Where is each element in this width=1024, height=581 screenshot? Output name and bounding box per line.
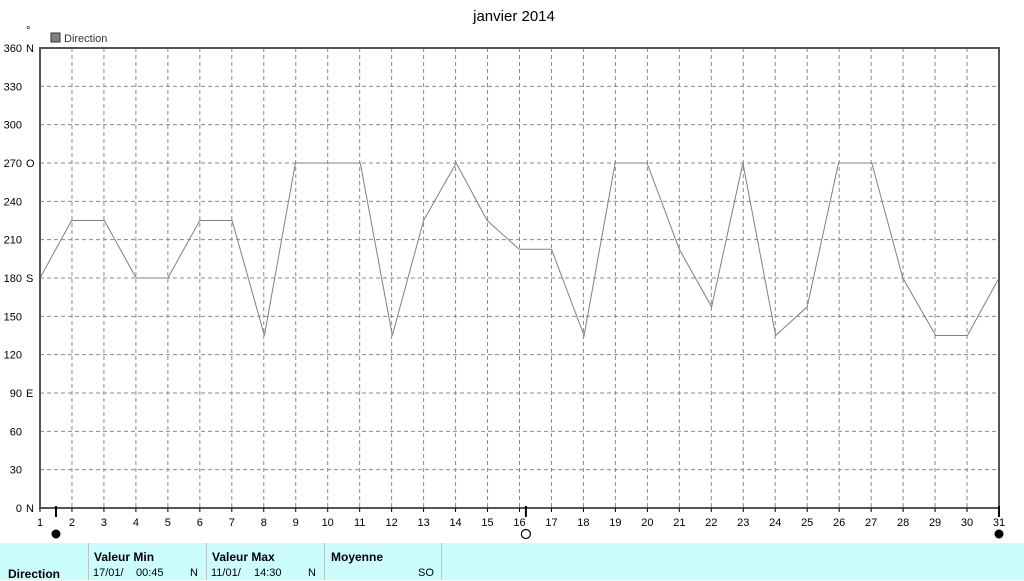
x-tick-label: 9	[293, 517, 299, 529]
x-tick-label: 29	[929, 517, 941, 529]
x-tick-label: 1	[37, 517, 43, 529]
x-tick-label: 19	[609, 517, 621, 529]
x-tick-label: 24	[769, 517, 781, 529]
y-tick-label: 360	[4, 43, 22, 55]
new-moon-icon	[51, 529, 61, 539]
y-tick-label: 60	[10, 426, 22, 438]
summary-max-header: Valeur Max	[212, 550, 275, 564]
summary-max-time: 14:30	[254, 567, 282, 579]
x-tick-label: 3	[101, 517, 107, 529]
y-tick-label: 30	[10, 465, 22, 477]
summary-min-direction: N	[190, 567, 198, 579]
x-tick-label: 20	[641, 517, 653, 529]
legend-label-direction: Direction	[64, 33, 107, 45]
x-tick-label: 21	[673, 517, 685, 529]
full-moon-icon	[520, 528, 531, 540]
y-tick-direction-label: O	[26, 158, 35, 170]
y-tick-label: 270	[4, 158, 22, 170]
x-tick-label: 13	[417, 517, 429, 529]
summary-row-label-cell: Direction	[0, 543, 89, 581]
x-tick-label: 30	[961, 517, 973, 529]
x-tick-label: 28	[897, 517, 909, 529]
x-tick-label: 26	[833, 517, 845, 529]
moon-phase-markers	[51, 506, 1004, 540]
x-tick-label: 11	[354, 517, 365, 529]
y-tick-label: 210	[4, 235, 22, 247]
x-tick-label: 14	[449, 517, 461, 529]
x-tick-label: 23	[737, 517, 749, 529]
x-tick-label: 7	[229, 517, 235, 529]
x-tick-label: 27	[865, 517, 877, 529]
x-tick-label: 5	[165, 517, 171, 529]
y-axis-unit: °	[26, 25, 30, 37]
summary-min-cell: Valeur Min 17/01/ 00:45 N	[89, 543, 207, 580]
summary-min-time: 00:45	[136, 567, 164, 579]
grid-lines	[40, 48, 999, 508]
y-tick-direction-label: N	[26, 503, 34, 515]
y-tick-label: 180	[4, 273, 22, 285]
y-tick-direction-label: S	[26, 273, 33, 285]
chart-title: janvier 2014	[472, 8, 555, 25]
x-tick-label: 2	[69, 517, 75, 529]
x-tick-label: 18	[577, 517, 589, 529]
legend-swatch	[50, 32, 61, 43]
x-tick-label: 15	[481, 517, 493, 529]
y-tick-label: 0	[16, 503, 22, 515]
summary-avg-direction: SO	[418, 567, 434, 579]
x-tick-label: 25	[801, 517, 813, 529]
summary-table: Direction Valeur Min 17/01/ 00:45 N Vale…	[0, 543, 1024, 581]
y-tick-label: 240	[4, 196, 22, 208]
new-moon-icon	[994, 529, 1004, 539]
summary-max-date: 11/01/	[211, 567, 241, 579]
y-tick-label: 120	[4, 350, 22, 362]
x-tick-label: 12	[386, 517, 398, 529]
summary-avg-cell: Moyenne SO	[325, 543, 442, 580]
summary-row-label: Direction	[8, 567, 61, 581]
x-tick-label: 16	[513, 517, 525, 529]
summary-max-cell: Valeur Max 11/01/ 14:30 N	[207, 543, 325, 580]
y-tick-direction-label: E	[26, 388, 33, 400]
x-tick-label: 6	[197, 517, 203, 529]
x-tick-label: 8	[261, 517, 267, 529]
y-tick-label: 330	[4, 81, 22, 93]
y-tick-label: 300	[4, 120, 22, 132]
x-tick-label: 10	[322, 517, 334, 529]
y-tick-direction-label: N	[26, 43, 34, 55]
summary-min-date: 17/01/	[93, 567, 124, 579]
y-tick-label: 90	[10, 388, 22, 400]
x-axis-ticks: 1 2 3 4 5 6 7 8 9 10 11 12 13 14 15 16 17 18 19 20 21 22 23 24 2…	[37, 508, 1005, 529]
x-tick-label: 31	[993, 517, 1005, 529]
series-line-direction	[39, 161, 1000, 338]
y-tick-label: 150	[4, 311, 22, 323]
summary-min-header: Valeur Min	[94, 550, 155, 564]
summary-max-direction: N	[308, 567, 316, 579]
series-lines	[39, 161, 1000, 338]
x-tick-label: 17	[545, 517, 557, 529]
x-tick-label: 4	[133, 517, 139, 529]
x-tick-label: 22	[705, 517, 717, 529]
summary-avg-header: Moyenne	[331, 550, 384, 564]
